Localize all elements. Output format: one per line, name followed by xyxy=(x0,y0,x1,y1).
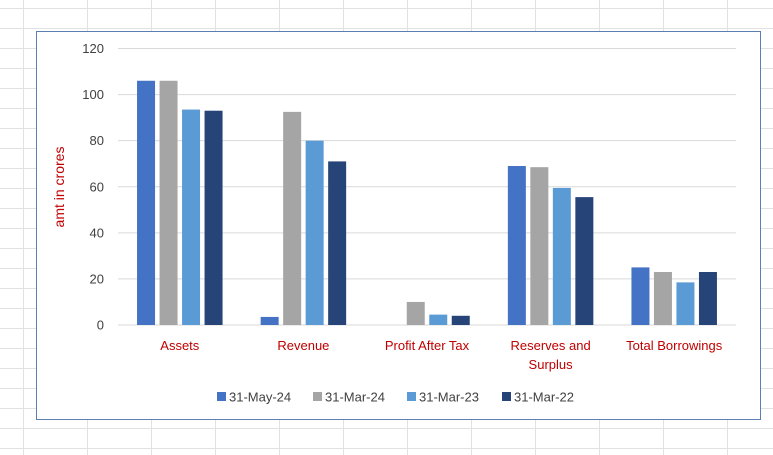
bar xyxy=(159,80,178,325)
bar xyxy=(653,272,672,325)
bar xyxy=(260,316,279,325)
y-tick-label: 20 xyxy=(90,271,104,286)
legend-label: 31-Mar-23 xyxy=(419,390,479,405)
x-axis-categories: Assets Revenue Profit After Tax Reserves an… xyxy=(160,338,722,372)
bar xyxy=(137,80,156,325)
y-tick-label: 100 xyxy=(82,87,104,102)
bar xyxy=(575,197,594,325)
legend-swatch xyxy=(217,392,226,401)
legend-label: 31-Mar-22 xyxy=(514,390,574,405)
bars xyxy=(137,80,717,326)
bar xyxy=(552,187,571,325)
x-category-label: Profit After Tax xyxy=(385,338,470,353)
y-tick-label: 80 xyxy=(90,133,104,148)
bar xyxy=(182,109,201,325)
bar xyxy=(305,140,324,325)
bar xyxy=(406,301,425,325)
bar xyxy=(676,282,695,325)
bar xyxy=(631,267,650,325)
bar xyxy=(328,161,347,325)
y-axis-ticks: 0 20 40 60 80 100 120 xyxy=(82,41,104,333)
bar xyxy=(204,110,223,326)
legend-swatch xyxy=(313,392,322,401)
legend-swatch xyxy=(407,392,416,401)
legend-label: 31-Mar-24 xyxy=(325,390,385,405)
bar xyxy=(283,111,302,325)
legend-label: 31-May-24 xyxy=(229,390,291,405)
y-tick-label: 60 xyxy=(90,179,104,194)
bar xyxy=(698,272,717,325)
x-category-label: Reserves and xyxy=(510,338,590,353)
x-category-label: Total Borrowings xyxy=(626,338,723,353)
chart-frame xyxy=(36,31,761,420)
bar xyxy=(530,167,549,325)
x-category-label: Revenue xyxy=(277,338,329,353)
bar xyxy=(451,315,470,325)
y-tick-label: 0 xyxy=(97,318,104,333)
y-axis-label: amt in crores xyxy=(51,147,67,228)
legend: 31-May-24 31-Mar-24 31-Mar-23 31-Mar-22 xyxy=(217,390,574,405)
legend-swatch xyxy=(502,392,511,401)
y-tick-label: 120 xyxy=(82,41,104,56)
bar xyxy=(507,166,526,325)
x-category-label: Assets xyxy=(160,338,200,353)
y-tick-label: 40 xyxy=(90,225,104,240)
x-category-label: Surplus xyxy=(529,357,574,372)
bar xyxy=(429,314,448,325)
